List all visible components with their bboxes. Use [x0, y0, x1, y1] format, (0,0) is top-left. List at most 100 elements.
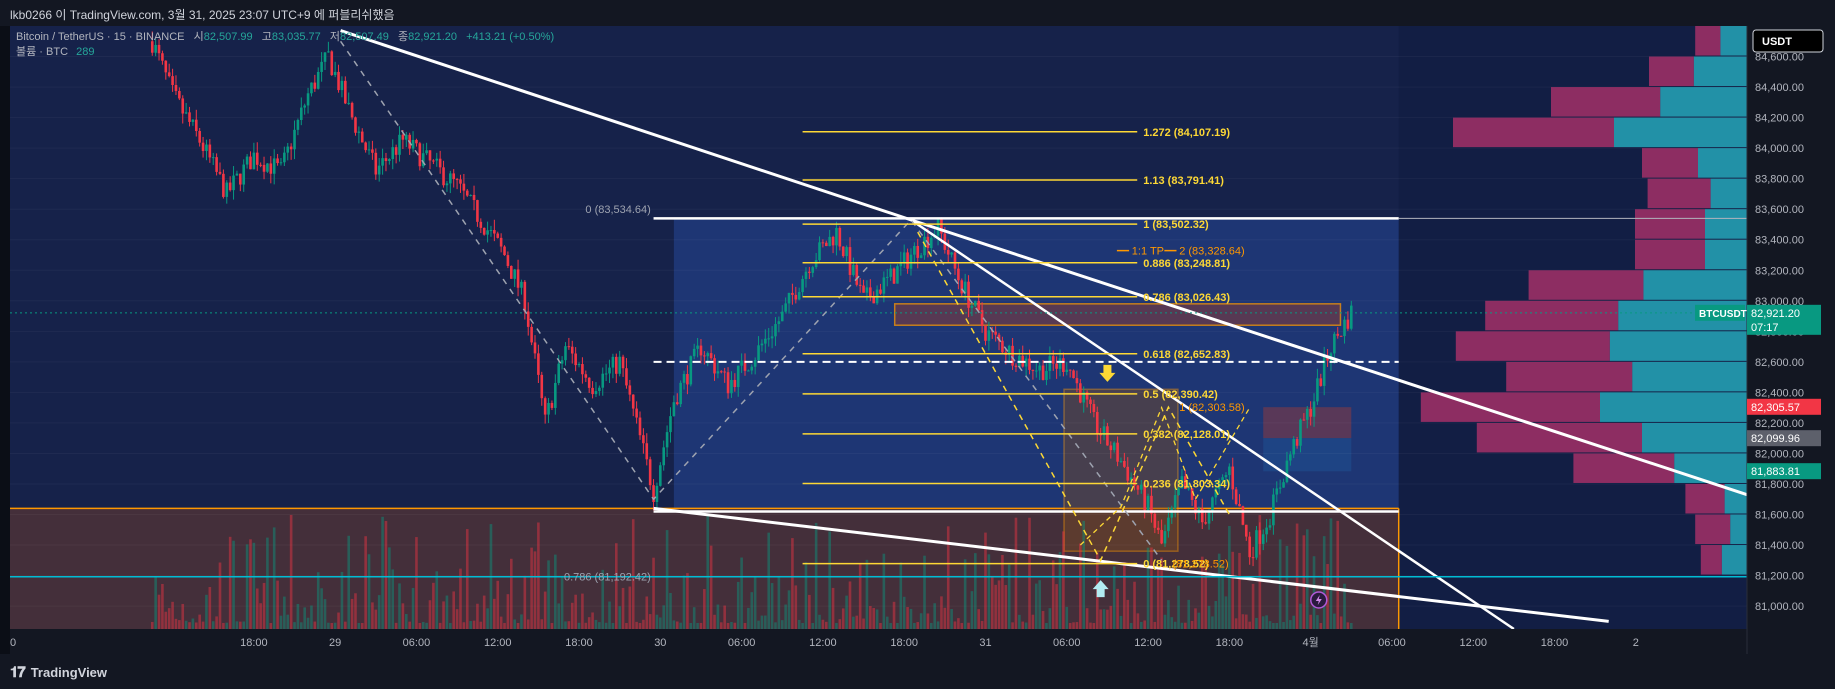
annotation-2: 1:1 TP	[1132, 246, 1164, 258]
candle-body	[157, 44, 161, 54]
candle-body	[1349, 305, 1353, 329]
candle-body	[885, 276, 889, 278]
inner-wave-dashed	[1079, 405, 1251, 546]
volume-bar	[1312, 556, 1316, 629]
volume-bar	[726, 622, 730, 629]
volume-bar	[1194, 608, 1197, 629]
candle-body	[394, 147, 398, 155]
volume-bar	[987, 554, 991, 629]
volume-bar	[706, 513, 710, 629]
candle-body	[259, 164, 262, 166]
volume-bar	[957, 618, 960, 629]
volume-bar	[472, 620, 476, 629]
volume-bar	[1255, 617, 1258, 629]
volume-bar	[316, 572, 320, 629]
annotation-4: 1 (82,303.58)	[1179, 402, 1244, 414]
volume-bar	[1133, 581, 1136, 629]
candle-body	[350, 102, 354, 118]
time-axis[interactable]	[10, 629, 1747, 654]
annotation-5: (81,278.52)	[1172, 559, 1228, 571]
volume-profile-up	[1730, 514, 1747, 545]
candle-body	[848, 247, 852, 275]
volume-bar	[428, 600, 432, 629]
candle-body	[354, 117, 357, 133]
price-chart[interactable]: 1.272 (84,107.19) 1.13 (83,791.41) 1 (83,5…	[4, 26, 1835, 654]
volume-bar	[367, 554, 371, 629]
volume-bar	[1214, 600, 1218, 629]
candle-body	[476, 200, 479, 222]
candle-body	[171, 76, 174, 86]
candle-body	[459, 179, 462, 184]
tradingview-logo-icon: 𝟏𝟕	[10, 664, 26, 681]
volume-bar	[818, 614, 821, 629]
candle-body	[1150, 495, 1153, 514]
volume-bar	[946, 526, 950, 629]
volume-bar	[1190, 620, 1194, 629]
legend-change: +413.21 (+0.50%)	[466, 31, 554, 43]
volume-bar	[513, 619, 516, 629]
volume-bar	[655, 614, 659, 629]
tradingview-logo[interactable]: 𝟏𝟕 TradingView	[10, 664, 107, 681]
volume-bar	[828, 531, 831, 629]
currency-selector[interactable]: USDT	[1752, 29, 1824, 53]
candle-body	[1058, 358, 1062, 369]
candle-body	[1055, 363, 1058, 369]
volume-bar	[533, 551, 537, 629]
volume-bar	[1197, 612, 1201, 629]
candle-body	[703, 355, 706, 357]
candle-body	[516, 269, 520, 288]
candle-body	[357, 131, 361, 133]
candle-body	[520, 281, 523, 288]
candle-body	[642, 435, 645, 444]
candle-body	[821, 242, 825, 244]
volume-profile-up	[1674, 453, 1747, 483]
volume-bar	[496, 580, 500, 629]
candle-body	[719, 371, 723, 373]
volume-bar	[879, 622, 882, 629]
volume-bar	[1160, 557, 1163, 629]
volume-bar	[797, 619, 801, 629]
volume-bar	[659, 617, 662, 629]
currency-box[interactable]	[1752, 29, 1824, 53]
volume-profile-up	[1642, 422, 1747, 453]
arrow-down-shape	[1099, 364, 1116, 382]
candle-body	[530, 326, 533, 343]
price-axis[interactable]	[1747, 26, 1835, 654]
volume-bar	[1045, 622, 1048, 629]
candle-body	[1333, 333, 1336, 354]
volume-bar	[445, 595, 449, 629]
volume-bar	[547, 560, 550, 629]
lightning-icon[interactable]	[1310, 591, 1328, 609]
volume-profile-down	[1685, 483, 1725, 514]
volume-bar	[1346, 622, 1350, 629]
volume-bar	[550, 622, 554, 629]
candle-body	[228, 182, 232, 191]
candle-body	[245, 156, 249, 165]
volume-bar	[628, 586, 632, 629]
candle-body	[1011, 345, 1014, 366]
candle-body	[398, 134, 401, 155]
volume-bar	[442, 601, 445, 629]
candle-body	[1123, 460, 1126, 467]
candle-body	[283, 152, 286, 163]
volume-bar	[642, 619, 645, 629]
candle-body	[1228, 466, 1231, 476]
volume-bar	[581, 593, 584, 629]
volume-bar	[1085, 608, 1089, 629]
candle-body	[1224, 475, 1228, 478]
time-tick-label: 2	[1633, 637, 1639, 649]
volume-bar	[645, 596, 649, 629]
candle-body	[276, 158, 279, 164]
volume-profile-down	[1647, 178, 1711, 209]
candle-body	[272, 158, 276, 174]
volume-bar	[608, 601, 611, 629]
candle-body	[486, 230, 489, 235]
candle-body	[1051, 356, 1055, 364]
volume-bar	[1326, 564, 1329, 629]
volume-bar	[1150, 547, 1153, 629]
candle-body	[770, 336, 774, 339]
chart-frame[interactable]: 1.272 (84,107.19) 1.13 (83,791.41) 1 (83,5…	[4, 26, 1835, 654]
candle-body	[1143, 484, 1146, 511]
candle-body	[1173, 495, 1177, 508]
candle-body	[411, 139, 415, 149]
